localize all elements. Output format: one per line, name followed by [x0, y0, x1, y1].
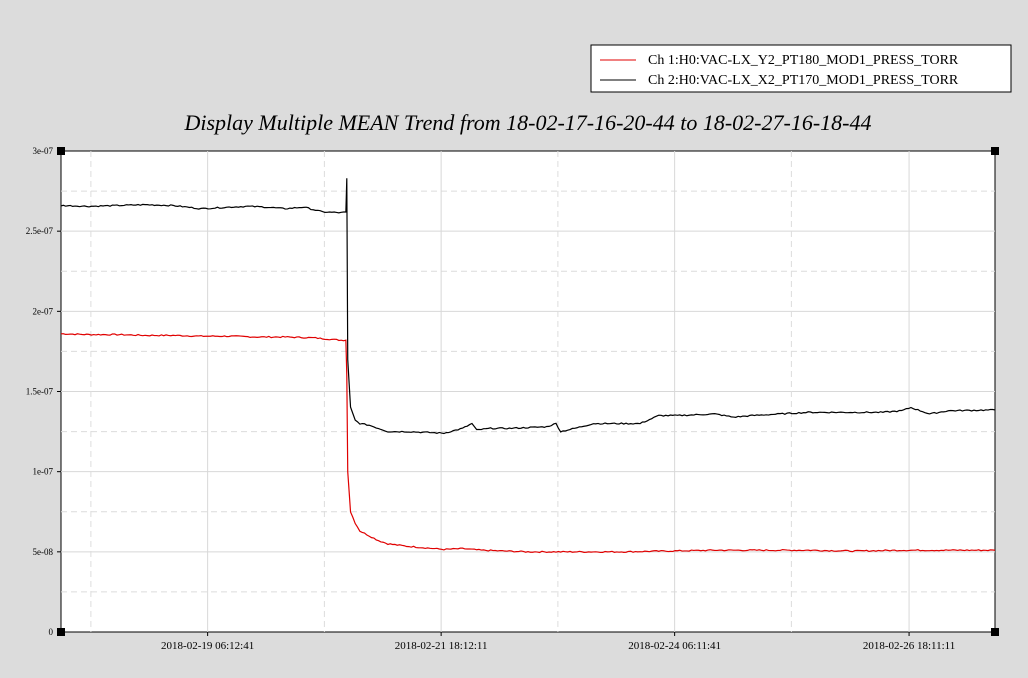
x-tick-label: 2018-02-21 18:12:11 [395, 640, 488, 652]
y-tick-label: 2e-07 [33, 306, 54, 316]
y-axis: 0 5e-08 1e-07 1.5e-07 2e-07 2.5e-07 3e-07 [26, 146, 61, 637]
y-tick-label: 1e-07 [33, 467, 54, 477]
legend-label-ch2: Ch 2:H0:VAC-LX_X2_PT170_MOD1_PRESS_TORR [648, 73, 959, 88]
chart-title: Display Multiple MEAN Trend from 18-02-1… [183, 110, 871, 135]
y-tick-label: 5e-08 [33, 547, 54, 557]
y-tick-label: 0 [49, 627, 54, 637]
y-tick-label: 2.5e-07 [26, 226, 54, 236]
y-tick-label: 1.5e-07 [26, 387, 54, 397]
series-line-ch1 [60, 333, 996, 554]
x-tick-label: 2018-02-24 06:11:41 [628, 640, 721, 652]
corner-marker-tr [991, 147, 999, 155]
series-group [60, 178, 996, 554]
x-tick-label: 2018-02-26 18:11:11 [863, 640, 955, 652]
corner-marker-br [991, 628, 999, 636]
legend: Ch 1:H0:VAC-LX_Y2_PT180_MOD1_PRESS_TORR … [590, 44, 1012, 93]
x-axis: 2018-02-19 06:12:41 2018-02-21 18:12:11 20… [161, 632, 955, 652]
corner-markers [57, 147, 999, 636]
x-tick-label: 2018-02-19 06:12:41 [161, 640, 254, 652]
legend-label-ch1: Ch 1:H0:VAC-LX_Y2_PT180_MOD1_PRESS_TORR [648, 53, 959, 68]
legend-box [590, 44, 1012, 93]
corner-marker-bl [57, 628, 65, 636]
corner-marker-tl [57, 147, 65, 155]
series-line-ch2 [60, 178, 996, 435]
y-tick-label: 3e-07 [33, 146, 54, 156]
